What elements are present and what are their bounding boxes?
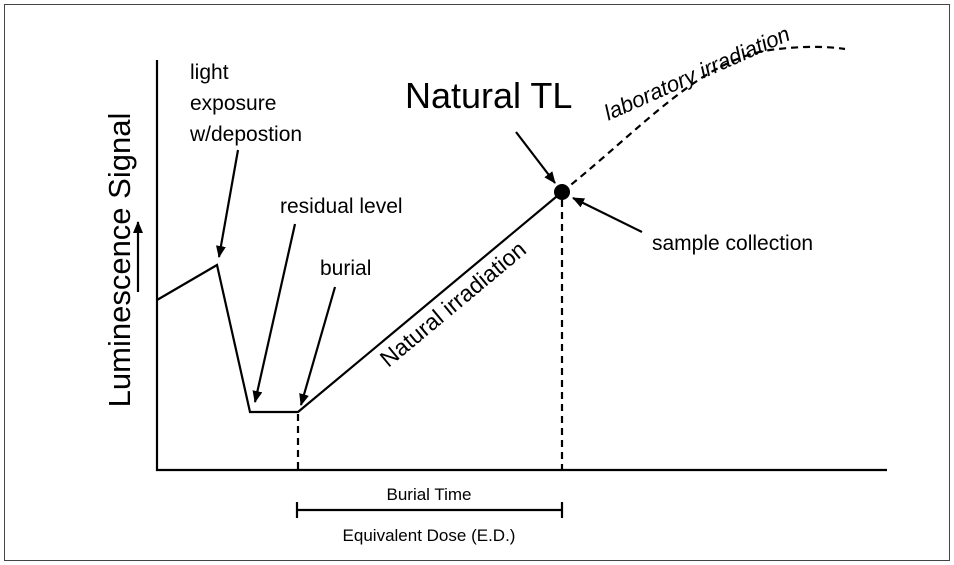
label: residual level	[280, 195, 403, 218]
axes	[155, 60, 887, 472]
arrow	[515, 131, 556, 184]
label: w/depostion	[189, 123, 302, 146]
bracket-label: Equivalent Dose (E.D.)	[343, 526, 516, 545]
bracket-label: Burial Time	[386, 485, 471, 504]
label: burial	[320, 257, 371, 280]
natural-tl-point	[554, 184, 570, 200]
label: Natural TL	[405, 75, 572, 116]
arrow	[299, 286, 337, 406]
label: exposure	[190, 92, 276, 115]
bracket	[295, 502, 564, 518]
y-axis-label: Luminescence Signal	[102, 113, 137, 408]
arrow	[216, 149, 240, 258]
laboratory-curve	[561, 45, 846, 193]
label: sample collection	[652, 232, 813, 255]
frame	[4, 4, 950, 561]
signal-curve	[156, 191, 563, 414]
arrow	[252, 223, 297, 403]
arrow	[572, 197, 643, 233]
label: light	[190, 61, 229, 84]
